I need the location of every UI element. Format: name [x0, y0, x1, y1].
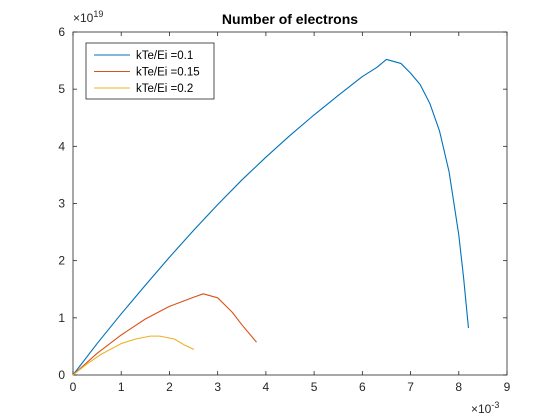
x-tick-label: 9	[504, 380, 511, 394]
y-tick-label: 1	[58, 311, 65, 325]
series-line-3	[72, 335, 195, 376]
y-tick-label: 6	[58, 25, 65, 39]
x-tick-label: 0	[70, 380, 77, 394]
axes: 0 1 2 3 4 5 6 7 8 9 0 1 2 3 4 5 6 ×1019 ×10-3	[58, 9, 510, 416]
x-tick-label: 8	[455, 380, 462, 394]
y-exponent-label: ×1019	[73, 9, 103, 25]
x-tick-label: 5	[311, 380, 318, 394]
legend: kTe/Ei =0.1 kTe/Ei =0.15 kTe/Ei =0.2	[85, 42, 215, 100]
chart-title: Number of electrons	[222, 11, 358, 27]
x-tick-label: 4	[263, 380, 270, 394]
x-tick-label: 3	[214, 380, 221, 394]
x-tick-label: 1	[118, 380, 125, 394]
y-tick-label: 2	[58, 254, 65, 268]
legend-entry-1: kTe/Ei =0.1	[136, 50, 193, 62]
legend-entry-3: kTe/Ei =0.2	[136, 83, 193, 95]
y-tick-label: 3	[58, 197, 65, 211]
series-layer	[72, 58, 469, 376]
x-tick-label: 6	[359, 380, 366, 394]
y-tick-label: 5	[58, 82, 65, 96]
y-tick-label: 0	[58, 368, 65, 382]
legend-entry-2: kTe/Ei =0.15	[136, 67, 200, 79]
series-line-1	[72, 58, 469, 376]
x-tick-label: 2	[166, 380, 173, 394]
x-exponent-label: ×10-3	[471, 400, 499, 416]
y-tick-label: 4	[58, 139, 65, 153]
x-tick-label: 7	[407, 380, 414, 394]
series-line-2	[72, 293, 257, 376]
